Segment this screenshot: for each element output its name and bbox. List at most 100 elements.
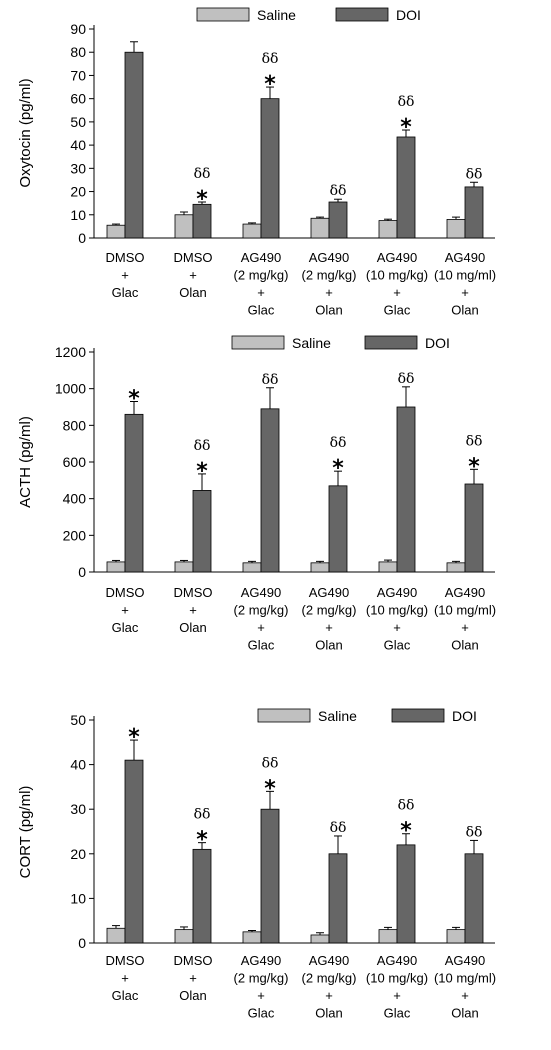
category-label: DMSO: [174, 585, 213, 600]
significance-delta: δδ: [466, 166, 483, 182]
y-tick-label: 10: [70, 207, 86, 223]
bar-saline: [378, 220, 398, 239]
category-label: +: [393, 285, 401, 300]
y-tick-label: 600: [63, 454, 87, 470]
bar-saline: [378, 561, 398, 573]
significance-delta: δδ: [262, 372, 279, 388]
category-label: (2 mg/kg): [302, 268, 357, 283]
category-label: Olan: [451, 303, 478, 318]
legend-swatch-doi: [391, 708, 445, 723]
y-tick-label: 60: [70, 91, 86, 107]
y-tick-label: 20: [70, 846, 86, 862]
significance-delta: δδ: [330, 183, 347, 199]
category-label: Glac: [384, 303, 411, 318]
category-label: +: [189, 268, 197, 283]
category-label: Glac: [112, 988, 139, 1003]
significance-delta: δδ: [466, 433, 483, 449]
significance-delta: δδ: [330, 435, 347, 451]
category-label: DMSO: [106, 953, 145, 968]
significance-star: *: [264, 776, 276, 801]
category-label: AG490: [241, 250, 281, 265]
category-label: (10 mg/ml): [434, 268, 496, 283]
bar-doi: [328, 485, 348, 573]
significance-star: *: [264, 72, 276, 97]
significance-star: *: [196, 828, 208, 853]
bar-saline: [242, 931, 262, 944]
category-label: Olan: [451, 1006, 478, 1021]
category-label: AG490: [241, 953, 281, 968]
y-tick-label: 10: [70, 890, 86, 906]
y-tick-label: 800: [63, 417, 87, 433]
category-label: (10 mg/kg): [366, 603, 428, 618]
category-label: AG490: [309, 953, 349, 968]
category-label: Glac: [248, 638, 275, 653]
bar-doi: [260, 98, 280, 239]
bar-saline: [310, 934, 330, 944]
significance-delta: δδ: [194, 807, 211, 823]
y-tick-label: 90: [70, 21, 86, 37]
category-label: +: [189, 971, 197, 986]
y-tick-label: 0: [78, 564, 86, 580]
significance-star: *: [196, 187, 208, 212]
category-label: DMSO: [106, 250, 145, 265]
category-label: (10 mg/kg): [366, 971, 428, 986]
category-label: (10 mg/kg): [366, 268, 428, 283]
category-label: AG490: [377, 250, 417, 265]
category-label: +: [393, 620, 401, 635]
category-label: +: [257, 620, 265, 635]
category-label: AG490: [445, 585, 485, 600]
bar-saline: [106, 224, 126, 239]
category-label: Olan: [315, 638, 342, 653]
bar-saline: [242, 223, 262, 239]
category-label: +: [121, 971, 129, 986]
category-label: +: [325, 988, 333, 1003]
bar-saline: [242, 562, 262, 573]
category-label: Olan: [179, 285, 206, 300]
category-label: +: [121, 268, 129, 283]
bar-saline: [106, 561, 126, 573]
bar-doi: [192, 490, 212, 573]
category-label: DMSO: [174, 953, 213, 968]
bar-doi: [192, 848, 212, 944]
y-tick-label: 0: [78, 230, 86, 246]
category-label: (2 mg/kg): [234, 603, 289, 618]
category-label: Olan: [315, 1006, 342, 1021]
legend-label-saline: Saline: [257, 7, 296, 23]
significance-delta: δδ: [262, 51, 279, 67]
category-label: AG490: [377, 953, 417, 968]
legend-label-saline: Saline: [318, 708, 357, 724]
y-tick-label: 50: [70, 712, 86, 728]
significance-delta: δδ: [194, 438, 211, 454]
significance-delta: δδ: [398, 371, 415, 387]
category-label: +: [257, 285, 265, 300]
y-axis-title: CORT (pg/ml): [17, 786, 34, 879]
bar-saline: [446, 562, 466, 573]
y-tick-label: 0: [78, 935, 86, 951]
legend-swatch-doi: [364, 335, 418, 350]
category-label: Glac: [248, 303, 275, 318]
bar-doi: [124, 759, 144, 944]
category-label: Olan: [315, 303, 342, 318]
bar-doi: [260, 808, 280, 944]
bar-doi: [464, 483, 484, 573]
legend-label-saline: Saline: [292, 335, 331, 351]
y-tick-label: 30: [70, 801, 86, 817]
category-label: Glac: [112, 620, 139, 635]
y-tick-label: 80: [70, 44, 86, 60]
category-label: Glac: [384, 638, 411, 653]
category-label: (10 mg/ml): [434, 971, 496, 986]
category-label: AG490: [241, 585, 281, 600]
bar-doi: [396, 844, 416, 944]
category-label: AG490: [309, 585, 349, 600]
y-tick-label: 40: [70, 137, 86, 153]
significance-delta: δδ: [398, 798, 415, 814]
bar-saline: [106, 927, 126, 944]
significance-star: *: [128, 725, 140, 750]
bar-doi: [396, 406, 416, 573]
y-axis-title: ACTH (pg/ml): [17, 416, 34, 508]
significance-star: *: [468, 454, 480, 479]
legend-swatch-saline: [231, 335, 285, 350]
y-axis-title: Oxytocin (pg/ml): [17, 78, 34, 187]
significance-star: *: [332, 456, 344, 481]
